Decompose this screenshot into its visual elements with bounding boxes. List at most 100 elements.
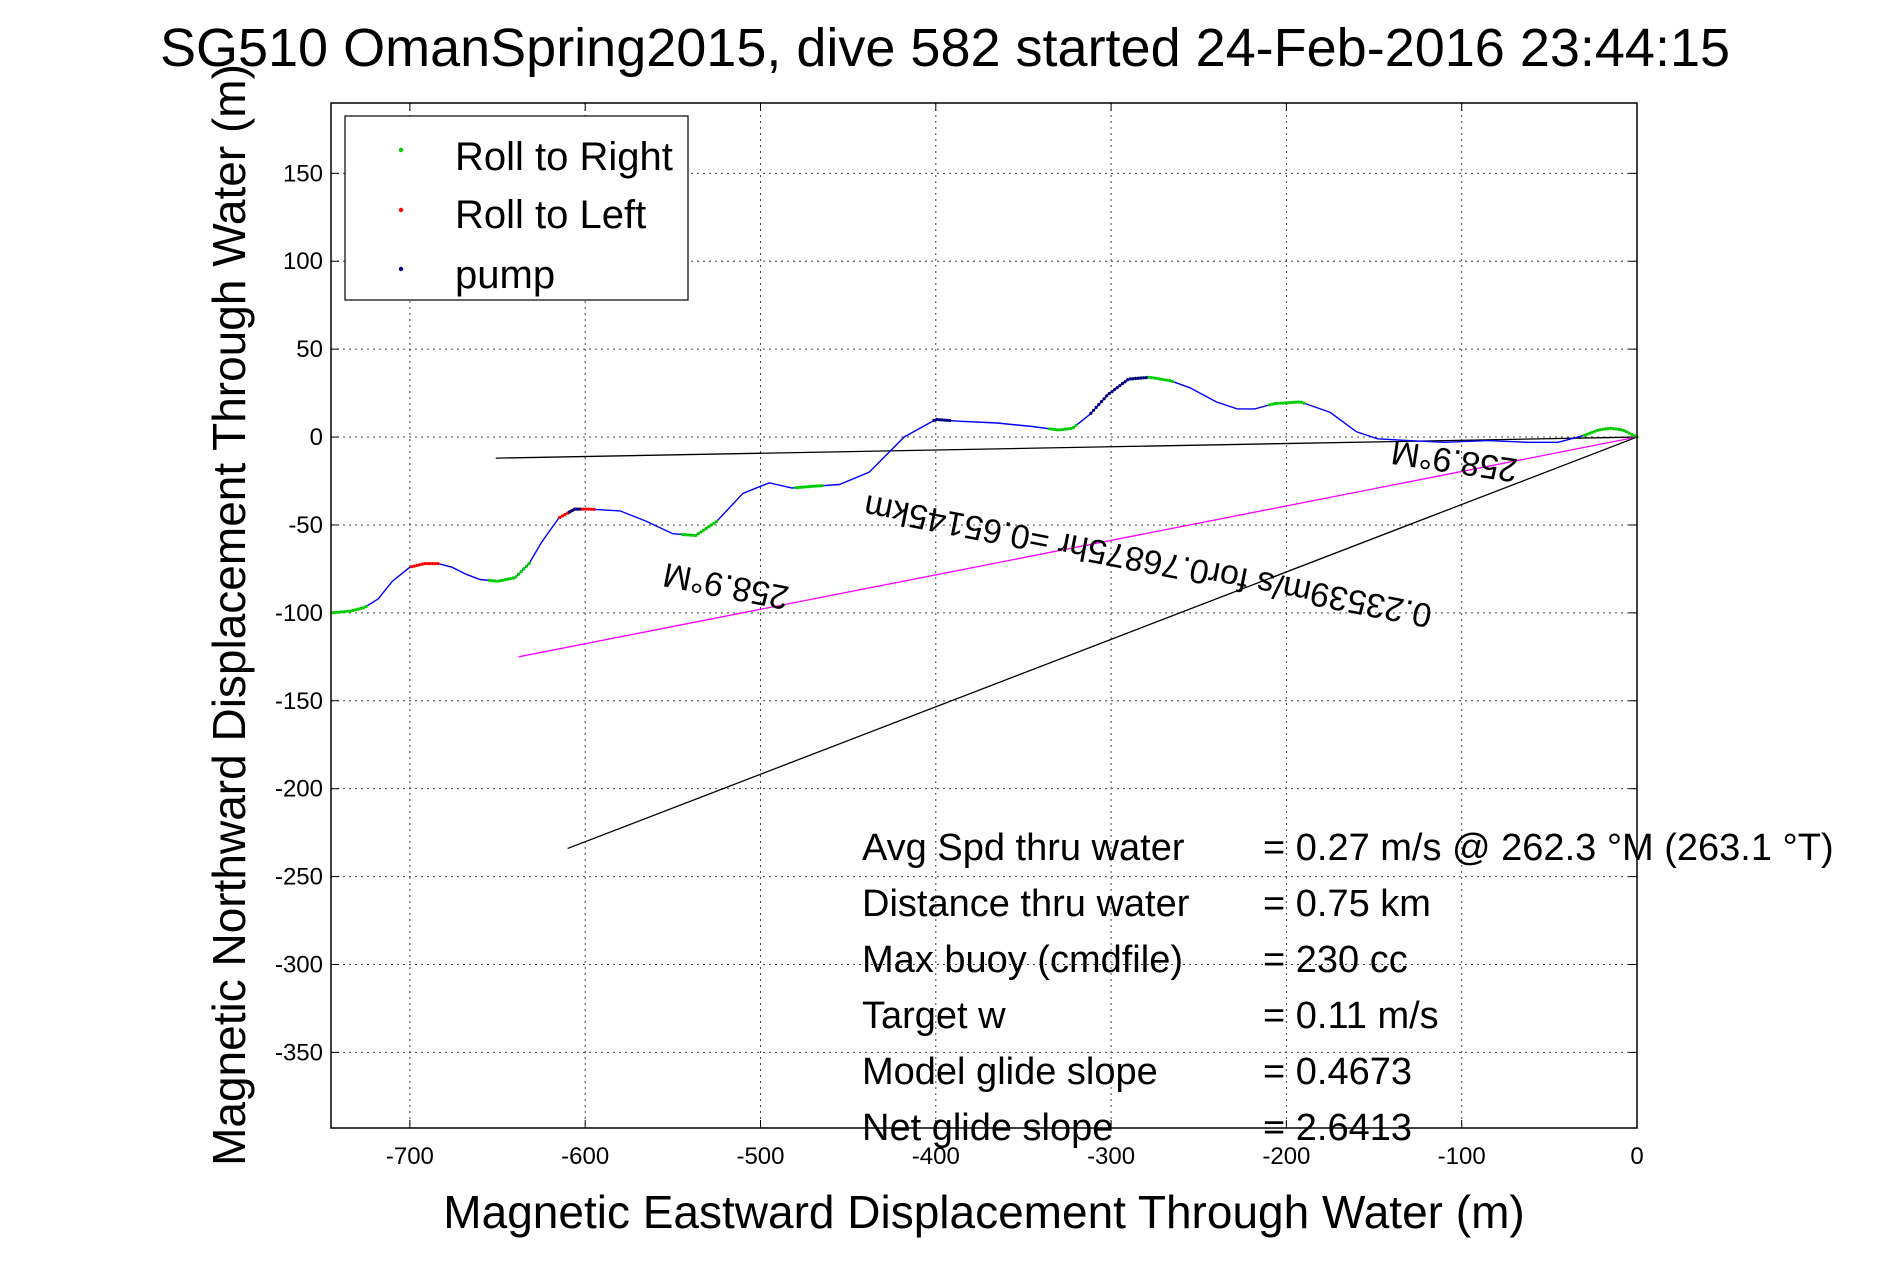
x-axis-label: Magnetic Eastward Displacement Through W… <box>443 1186 1524 1238</box>
roll-right-marker <box>704 526 708 531</box>
pump-marker <box>1128 377 1132 381</box>
roll-left-marker <box>433 562 437 566</box>
roll-right-marker <box>1598 428 1602 432</box>
roll-right-marker <box>522 567 526 571</box>
roll-right-marker <box>1273 402 1277 406</box>
pump-marker <box>1102 397 1106 401</box>
pump-marker <box>1110 390 1114 394</box>
pump-marker <box>943 418 947 422</box>
roll-right-marker <box>1588 431 1592 435</box>
roll-left-marker <box>425 562 429 566</box>
track-line <box>330 376 1638 614</box>
roll-right-marker <box>1061 427 1065 432</box>
roll-right-marker <box>506 577 510 581</box>
roll-right-marker <box>709 523 714 527</box>
roll-right-marker <box>820 484 824 488</box>
roll-right-marker <box>815 484 819 488</box>
y-tick-label: -200 <box>275 776 323 803</box>
roll-right-marker <box>707 525 711 529</box>
roll-right-marker <box>501 578 505 582</box>
pump-marker <box>570 509 574 513</box>
pump-marker <box>1136 376 1140 380</box>
roll-right-marker <box>1297 400 1301 404</box>
roll-right-marker <box>699 530 703 534</box>
roll-right-marker <box>1152 376 1156 380</box>
roll-right-marker <box>1270 402 1274 406</box>
x-tick-label: 0 <box>1630 1143 1643 1170</box>
legend-marker-pump <box>398 266 404 272</box>
roll-right-marker <box>364 604 368 609</box>
pump-marker <box>1094 405 1098 409</box>
dive-statistics: Avg Spd thru water = 0.27 m/s @ 262.3 °M … <box>862 827 1834 1149</box>
legend-marker-roll-right <box>398 147 404 153</box>
roll-left-marker <box>410 565 414 569</box>
roll-left-marker <box>431 562 435 566</box>
x-axis-ticks: -700 -600 -500 -400 -300 -200 -100 0 <box>386 103 1644 1170</box>
roll-right-marker <box>340 610 344 614</box>
stat-label: Net glide slope <box>862 1107 1113 1149</box>
stat-value: = 0.4673 <box>1263 1051 1412 1093</box>
pump-marker <box>575 507 579 511</box>
roll-right-marker <box>338 610 342 614</box>
legend-label-roll-left: Roll to Left <box>455 193 646 237</box>
roll-right-marker <box>686 533 690 537</box>
legend-label-roll-right: Roll to Right <box>455 135 673 179</box>
plot-frame <box>330 102 1638 1129</box>
line-magenta <box>518 436 1638 658</box>
roll-right-marker <box>807 485 811 489</box>
roll-right-marker <box>519 569 523 574</box>
pump-marker <box>1144 376 1148 380</box>
roll-right-marker <box>696 532 700 536</box>
pump-marker <box>948 418 952 423</box>
roll-right-marker <box>1622 428 1626 433</box>
stat-value: = 0.75 km <box>1263 883 1431 925</box>
roll-right-marker <box>527 562 531 566</box>
stat-value: = 0.27 m/s @ 262.3 °M (263.1 °T) <box>1263 827 1834 869</box>
roll-right-marker <box>1058 428 1062 432</box>
roll-right-marker <box>1601 427 1605 431</box>
roll-left-marker <box>420 562 424 566</box>
series-layer <box>330 375 1639 850</box>
x-tick-label: -600 <box>561 1143 609 1170</box>
roll-right-marker <box>509 577 513 581</box>
stat-value: = 230 cc <box>1263 939 1408 981</box>
roll-left-marker <box>417 563 422 567</box>
roll-right-marker <box>701 528 706 532</box>
roll-right-marker <box>812 484 816 488</box>
roll-right-marker <box>1585 432 1589 436</box>
pump-marker <box>1123 380 1127 384</box>
roll-right-marker <box>488 578 492 583</box>
roll-right-marker <box>493 579 497 583</box>
pump-marker <box>940 418 944 422</box>
y-tick-label: -50 <box>288 512 323 539</box>
roll-right-marker <box>361 606 365 610</box>
roll-right-marker <box>1147 375 1151 379</box>
roll-left-marker <box>592 507 596 511</box>
roll-right-marker <box>490 579 494 583</box>
stat-label: Target w <box>862 995 1006 1037</box>
roll-right-marker <box>1299 400 1303 404</box>
roll-left-marker <box>560 514 565 518</box>
roll-right-marker <box>1063 427 1068 431</box>
roll-left-marker <box>587 507 591 511</box>
stat-label: Avg Spd thru water <box>862 827 1185 869</box>
roll-right-marker <box>1276 401 1280 405</box>
chart-title: SG510 OmanSpring2015, dive 582 started 2… <box>160 18 1730 78</box>
roll-right-marker <box>1149 376 1153 380</box>
roll-right-marker <box>1617 427 1621 431</box>
stat-label: Model glide slope <box>862 1051 1158 1093</box>
roll-right-marker <box>1614 427 1618 431</box>
roll-right-marker <box>796 485 800 490</box>
roll-right-marker <box>809 484 813 488</box>
roll-right-marker <box>1590 430 1594 434</box>
y-tick-label: -300 <box>275 951 323 978</box>
pump-marker <box>1118 384 1122 388</box>
x-tick-label: -700 <box>386 1143 434 1170</box>
pump-marker <box>1131 377 1135 381</box>
roll-right-marker <box>817 484 821 488</box>
roll-right-marker <box>1593 429 1597 433</box>
pump-marker <box>1115 386 1119 390</box>
x-tick-label: -500 <box>736 1143 784 1170</box>
roll-right-marker <box>691 533 695 537</box>
